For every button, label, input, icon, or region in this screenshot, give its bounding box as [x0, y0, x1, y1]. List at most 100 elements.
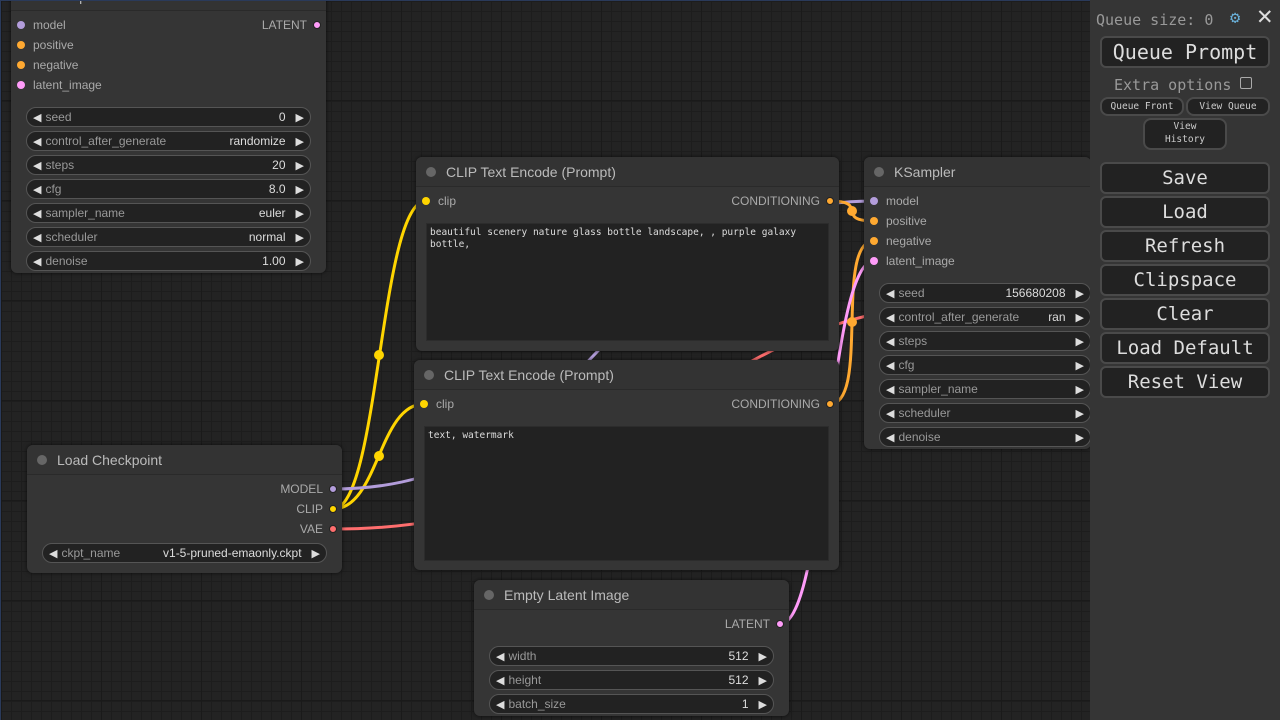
- refresh-button[interactable]: Refresh: [1100, 230, 1270, 262]
- queue-prompt-button[interactable]: Queue Prompt: [1100, 36, 1270, 68]
- increment-arrow-icon[interactable]: ▶: [1075, 311, 1084, 324]
- conditioning-pin-icon[interactable]: [826, 400, 834, 408]
- input-slot-negative[interactable]: negative: [870, 231, 931, 251]
- queue-front-button[interactable]: Queue Front: [1100, 97, 1184, 116]
- reset-view-button[interactable]: Reset View: [1100, 366, 1270, 398]
- clipspace-button[interactable]: Clipspace: [1100, 264, 1270, 296]
- input-slot-clip[interactable]: clip: [420, 394, 454, 414]
- increment-arrow-icon[interactable]: ▶: [1075, 383, 1084, 396]
- widget-scheduler[interactable]: ◀ scheduler ▶: [879, 403, 1090, 423]
- load-button[interactable]: Load: [1100, 196, 1270, 228]
- latent-pin-icon[interactable]: [17, 81, 25, 89]
- increment-arrow-icon[interactable]: ▶: [295, 111, 304, 124]
- decrement-arrow-icon[interactable]: ◀: [886, 383, 895, 396]
- widget-sampler-name[interactable]: ◀ sampler_name euler ▶: [26, 203, 311, 223]
- input-slot-model[interactable]: model: [17, 15, 66, 35]
- widget-cfg[interactable]: ◀ cfg ▶: [879, 355, 1090, 375]
- node-title-bar[interactable]: CLIP Text Encode (Prompt): [414, 360, 839, 390]
- node-ckpt[interactable]: Load Checkpoint MODEL CLIP VAE ◀ ckpt_name v1-…: [27, 445, 342, 573]
- vae-pin-icon[interactable]: [329, 525, 337, 533]
- latent-pin-icon[interactable]: [870, 257, 878, 265]
- decrement-arrow-icon[interactable]: ◀: [496, 674, 505, 687]
- decrement-arrow-icon[interactable]: ◀: [886, 359, 895, 372]
- prompt-textarea[interactable]: beautiful scenery nature glass bottle la…: [426, 223, 829, 341]
- output-slot-clip[interactable]: CLIP: [296, 499, 337, 519]
- output-slot-model[interactable]: MODEL: [280, 479, 337, 499]
- save-button[interactable]: Save: [1100, 162, 1270, 194]
- decrement-arrow-icon[interactable]: ◀: [33, 135, 42, 148]
- widget-denoise[interactable]: ◀ denoise 1.00 ▶: [26, 251, 311, 271]
- extra-options-checkbox[interactable]: [1240, 77, 1252, 89]
- latent-pin-icon[interactable]: [313, 21, 321, 29]
- increment-arrow-icon[interactable]: ▶: [295, 207, 304, 220]
- increment-arrow-icon[interactable]: ▶: [295, 231, 304, 244]
- decrement-arrow-icon[interactable]: ◀: [33, 111, 42, 124]
- increment-arrow-icon[interactable]: ▶: [1075, 335, 1084, 348]
- output-slot-vae[interactable]: VAE: [300, 519, 337, 539]
- close-icon[interactable]: ✕: [1256, 5, 1274, 29]
- node-title-bar[interactable]: CLIP Text Encode (Prompt): [416, 157, 839, 187]
- decrement-arrow-icon[interactable]: ◀: [886, 311, 895, 324]
- collapse-dot-icon[interactable]: [426, 166, 436, 177]
- increment-arrow-icon[interactable]: ▶: [1075, 359, 1084, 372]
- node-ksampler[interactable]: KSampler model positive negative latent_imag…: [864, 157, 1090, 449]
- widget-seed[interactable]: ◀ seed 0 ▶: [26, 107, 311, 127]
- widget-cfg[interactable]: ◀ cfg 8.0 ▶: [26, 179, 311, 199]
- decrement-arrow-icon[interactable]: ◀: [886, 335, 895, 348]
- decrement-arrow-icon[interactable]: ◀: [886, 407, 895, 420]
- conditioning-pin-icon[interactable]: [17, 61, 25, 69]
- clip-pin-icon[interactable]: [420, 400, 428, 408]
- collapse-dot-icon[interactable]: [21, 0, 31, 1]
- widget-ckpt-name[interactable]: ◀ ckpt_name v1-5-pruned-emaonly.ckpt ▶: [42, 543, 327, 563]
- output-slot-latent[interactable]: LATENT: [262, 15, 321, 35]
- decrement-arrow-icon[interactable]: ◀: [33, 159, 42, 172]
- node-title-bar[interactable]: KSampler: [11, 0, 326, 11]
- widget-width[interactable]: ◀ width 512 ▶: [489, 646, 774, 666]
- decrement-arrow-icon[interactable]: ◀: [33, 255, 42, 268]
- increment-arrow-icon[interactable]: ▶: [295, 183, 304, 196]
- increment-arrow-icon[interactable]: ▶: [1075, 407, 1084, 420]
- increment-arrow-icon[interactable]: ▶: [758, 674, 767, 687]
- output-slot-latent[interactable]: LATENT: [725, 614, 784, 634]
- decrement-arrow-icon[interactable]: ◀: [496, 650, 505, 663]
- widget-denoise[interactable]: ◀ denoise ▶: [879, 427, 1090, 447]
- widget-scheduler[interactable]: ◀ scheduler normal ▶: [26, 227, 311, 247]
- collapse-dot-icon[interactable]: [484, 589, 494, 600]
- decrement-arrow-icon[interactable]: ◀: [886, 431, 895, 444]
- increment-arrow-icon[interactable]: ▶: [758, 698, 767, 711]
- prompt-textarea[interactable]: text, watermark: [424, 426, 829, 561]
- input-slot-clip[interactable]: clip: [422, 191, 456, 211]
- widget-batch-size[interactable]: ◀ batch_size 1 ▶: [489, 694, 774, 714]
- link-center-dot[interactable]: [374, 350, 384, 360]
- input-slot-negative[interactable]: negative: [17, 55, 78, 75]
- conditioning-pin-icon[interactable]: [826, 197, 834, 205]
- decrement-arrow-icon[interactable]: ◀: [33, 183, 42, 196]
- increment-arrow-icon[interactable]: ▶: [311, 547, 320, 560]
- view-queue-button[interactable]: View Queue: [1186, 97, 1270, 116]
- output-slot-conditioning[interactable]: CONDITIONING: [731, 394, 834, 414]
- conditioning-pin-icon[interactable]: [17, 41, 25, 49]
- gear-icon[interactable]: ⚙: [1230, 8, 1241, 28]
- widget-sampler-name[interactable]: ◀ sampler_name ▶: [879, 379, 1090, 399]
- widget-steps[interactable]: ◀ steps ▶: [879, 331, 1090, 351]
- clear-button[interactable]: Clear: [1100, 298, 1270, 330]
- input-slot-latent-image[interactable]: latent_image: [870, 251, 955, 271]
- node-title-bar[interactable]: Load Checkpoint: [27, 445, 342, 475]
- input-slot-positive[interactable]: positive: [17, 35, 74, 55]
- input-slot-positive[interactable]: positive: [870, 211, 927, 231]
- clip-pin-icon[interactable]: [422, 197, 430, 205]
- load-default-button[interactable]: Load Default: [1100, 332, 1270, 364]
- decrement-arrow-icon[interactable]: ◀: [886, 287, 895, 300]
- collapse-dot-icon[interactable]: [424, 369, 434, 380]
- view-history-button[interactable]: View History: [1143, 118, 1227, 150]
- node-title-bar[interactable]: Empty Latent Image: [474, 580, 789, 610]
- conditioning-pin-icon[interactable]: [870, 217, 878, 225]
- increment-arrow-icon[interactable]: ▶: [295, 255, 304, 268]
- widget-seed[interactable]: ◀ seed 156680208 ▶: [879, 283, 1090, 303]
- decrement-arrow-icon[interactable]: ◀: [49, 547, 58, 560]
- widget-steps[interactable]: ◀ steps 20 ▶: [26, 155, 311, 175]
- input-slot-latent-image[interactable]: latent_image: [17, 75, 102, 95]
- input-slot-model[interactable]: model: [870, 191, 919, 211]
- node-clip-pos[interactable]: CLIP Text Encode (Prompt) clip CONDITIONIN…: [416, 157, 839, 351]
- increment-arrow-icon[interactable]: ▶: [1075, 431, 1084, 444]
